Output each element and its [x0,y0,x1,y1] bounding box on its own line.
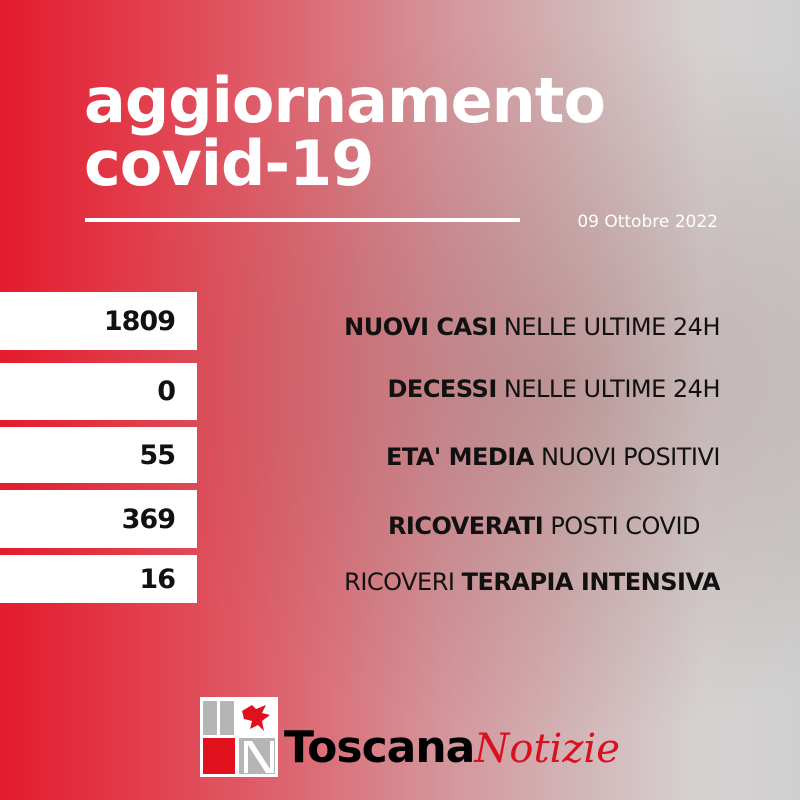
toscana-notizie-logo [200,697,278,777]
stat-value-hospitalized: 369 [0,490,197,548]
title-line1: aggiornamento [84,64,606,137]
stat-label-hospitalized: RICOVERATI POSTI COVID [387,512,701,540]
stat-label-icu: RICOVERI TERAPIA INTENSIVA [344,568,720,596]
stat-value-mean-age: 55 [0,427,197,483]
stat-value-new-cases: 1809 [0,292,197,350]
divider [85,218,520,222]
date: 09 Ottobre 2022 [577,212,718,232]
stat-label-deaths: DECESSI NELLE ULTIME 24H [387,375,721,403]
stat-value-icu: 16 [0,555,197,603]
stat-label-new-cases: NUOVI CASI NELLE ULTIME 24H [344,313,720,341]
brand-name: ToscanaNotizie [284,722,620,773]
stat-label-mean-age: ETA' MEDIA NUOVI POSITIVI [385,443,721,471]
stat-value-deaths: 0 [0,363,197,420]
title-line2: covid-19 [84,127,374,200]
